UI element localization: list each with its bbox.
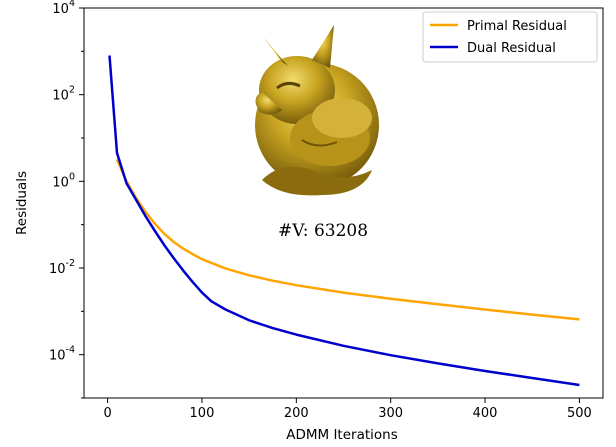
series-line-primal [115,158,580,321]
vertex-count-annotation: #V: 63208 [278,221,368,241]
legend-label-dual: Dual Residual [467,41,556,56]
series-lines [108,55,580,387]
x-tick-label: 500 [567,406,592,421]
y-axis-label: Residuals [14,171,30,235]
axis-ticks: 0 100 200 300 400 500 104 102 100 10-2 10-4 [49,0,592,421]
gargoyle-model-icon [255,25,379,196]
legend-box [422,11,598,63]
x-tick-label: 300 [378,406,403,421]
legend: Primal Residual Dual Residual [422,11,598,63]
x-tick-label: 100 [190,406,215,421]
y-tick-label: 104 [52,0,75,17]
x-tick-label: 0 [103,406,111,421]
x-axis-label: ADMM Iterations [286,427,398,443]
legend-label-primal: Primal Residual [467,19,567,34]
y-tick-label: 102 [52,85,75,104]
x-tick-label: 400 [473,406,498,421]
plot-area [83,7,604,399]
y-tick-label: 10-2 [49,258,75,277]
series-line-dual [108,55,580,387]
x-tick-label: 200 [284,406,309,421]
y-tick-label: 10-4 [49,345,75,364]
y-tick-label: 100 [52,171,75,190]
